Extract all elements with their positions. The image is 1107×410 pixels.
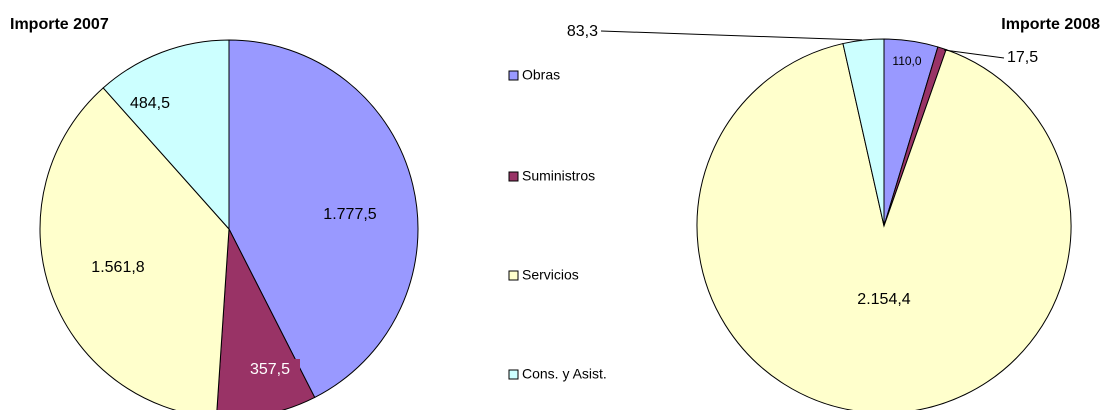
pie-slice xyxy=(228,39,419,399)
label-background xyxy=(240,359,300,381)
leader-line xyxy=(600,30,863,41)
data-label: 110,0 xyxy=(892,54,921,68)
data-label: 484,5 xyxy=(130,95,170,112)
data-label: 1.561,8 xyxy=(91,259,144,276)
data-label: 83,3 xyxy=(567,23,598,40)
pie-slice xyxy=(39,87,230,410)
pie-slice xyxy=(696,42,1072,410)
legend-swatch xyxy=(508,70,519,81)
legend-label: Servicios xyxy=(522,267,579,283)
legend-swatch xyxy=(508,270,519,281)
legend-label: Suministros xyxy=(522,168,595,184)
pie-slice xyxy=(842,38,885,227)
data-label: 357,5 xyxy=(250,361,290,378)
chart-title: Importe 2007 xyxy=(10,16,109,33)
legend-swatch xyxy=(508,369,519,380)
data-label: 17,5 xyxy=(1007,49,1038,66)
legend-label: Obras xyxy=(522,67,560,83)
legend-swatch xyxy=(508,171,519,182)
legend-label: Cons. y Asist. xyxy=(522,366,607,382)
data-label: 2.154,4 xyxy=(857,291,910,308)
chart-title: Importe 2008 xyxy=(1001,16,1100,33)
leader-line xyxy=(943,49,1005,59)
pie-slice xyxy=(102,39,230,231)
data-label: 1.777,5 xyxy=(323,206,376,223)
